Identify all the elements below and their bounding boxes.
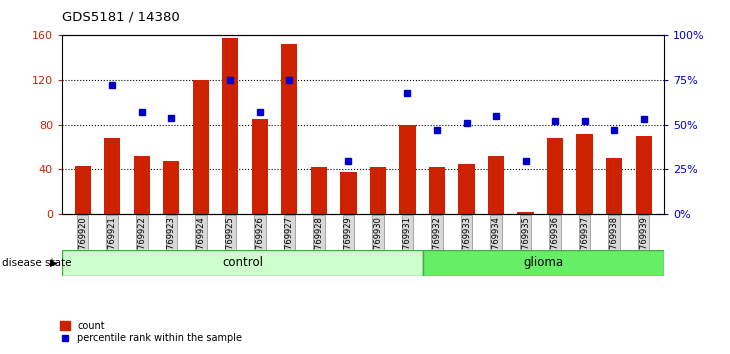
Legend: count, percentile rank within the sample: count, percentile rank within the sample (56, 317, 246, 347)
Bar (423, 250, 664, 276)
Text: GSM769937: GSM769937 (580, 216, 589, 267)
Text: GSM769923: GSM769923 (166, 216, 176, 267)
Text: GSM769922: GSM769922 (137, 216, 146, 267)
Text: GSM769935: GSM769935 (521, 216, 530, 267)
Bar (104, 138, 120, 214)
Text: GSM769936: GSM769936 (550, 216, 560, 267)
Text: GSM769924: GSM769924 (196, 216, 205, 267)
Bar (429, 167, 445, 214)
Bar (164, 161, 180, 214)
Text: GSM769939: GSM769939 (639, 216, 648, 267)
Text: GSM769925: GSM769925 (226, 216, 235, 267)
Bar (222, 38, 239, 214)
Text: GSM769934: GSM769934 (491, 216, 501, 267)
Text: GSM769932: GSM769932 (432, 216, 442, 267)
Bar (636, 136, 652, 214)
Bar (311, 167, 327, 214)
Bar (281, 44, 298, 214)
Bar (606, 158, 622, 214)
Text: control: control (222, 256, 264, 269)
Text: GSM769929: GSM769929 (344, 216, 353, 267)
Bar (458, 164, 474, 214)
Bar (518, 212, 534, 214)
Text: GSM769933: GSM769933 (462, 216, 471, 267)
Text: GSM769930: GSM769930 (374, 216, 383, 267)
Text: GSM769928: GSM769928 (315, 216, 323, 267)
Text: GSM769921: GSM769921 (108, 216, 117, 267)
Bar (577, 134, 593, 214)
Bar (74, 166, 91, 214)
Bar (340, 172, 356, 214)
Bar (399, 125, 415, 214)
Text: GDS5181 / 14380: GDS5181 / 14380 (62, 10, 180, 23)
Bar (252, 119, 268, 214)
Text: glioma: glioma (524, 256, 564, 269)
Bar (62, 250, 423, 276)
Text: GSM769926: GSM769926 (255, 216, 264, 267)
Text: disease state: disease state (2, 258, 72, 268)
Text: GSM769938: GSM769938 (610, 216, 618, 267)
Bar (193, 80, 209, 214)
Bar (488, 156, 504, 214)
Text: GSM769931: GSM769931 (403, 216, 412, 267)
Bar (547, 138, 563, 214)
Bar (370, 167, 386, 214)
Text: GSM769927: GSM769927 (285, 216, 294, 267)
Bar (134, 156, 150, 214)
Text: ▶: ▶ (50, 258, 57, 268)
Text: GSM769920: GSM769920 (78, 216, 87, 267)
